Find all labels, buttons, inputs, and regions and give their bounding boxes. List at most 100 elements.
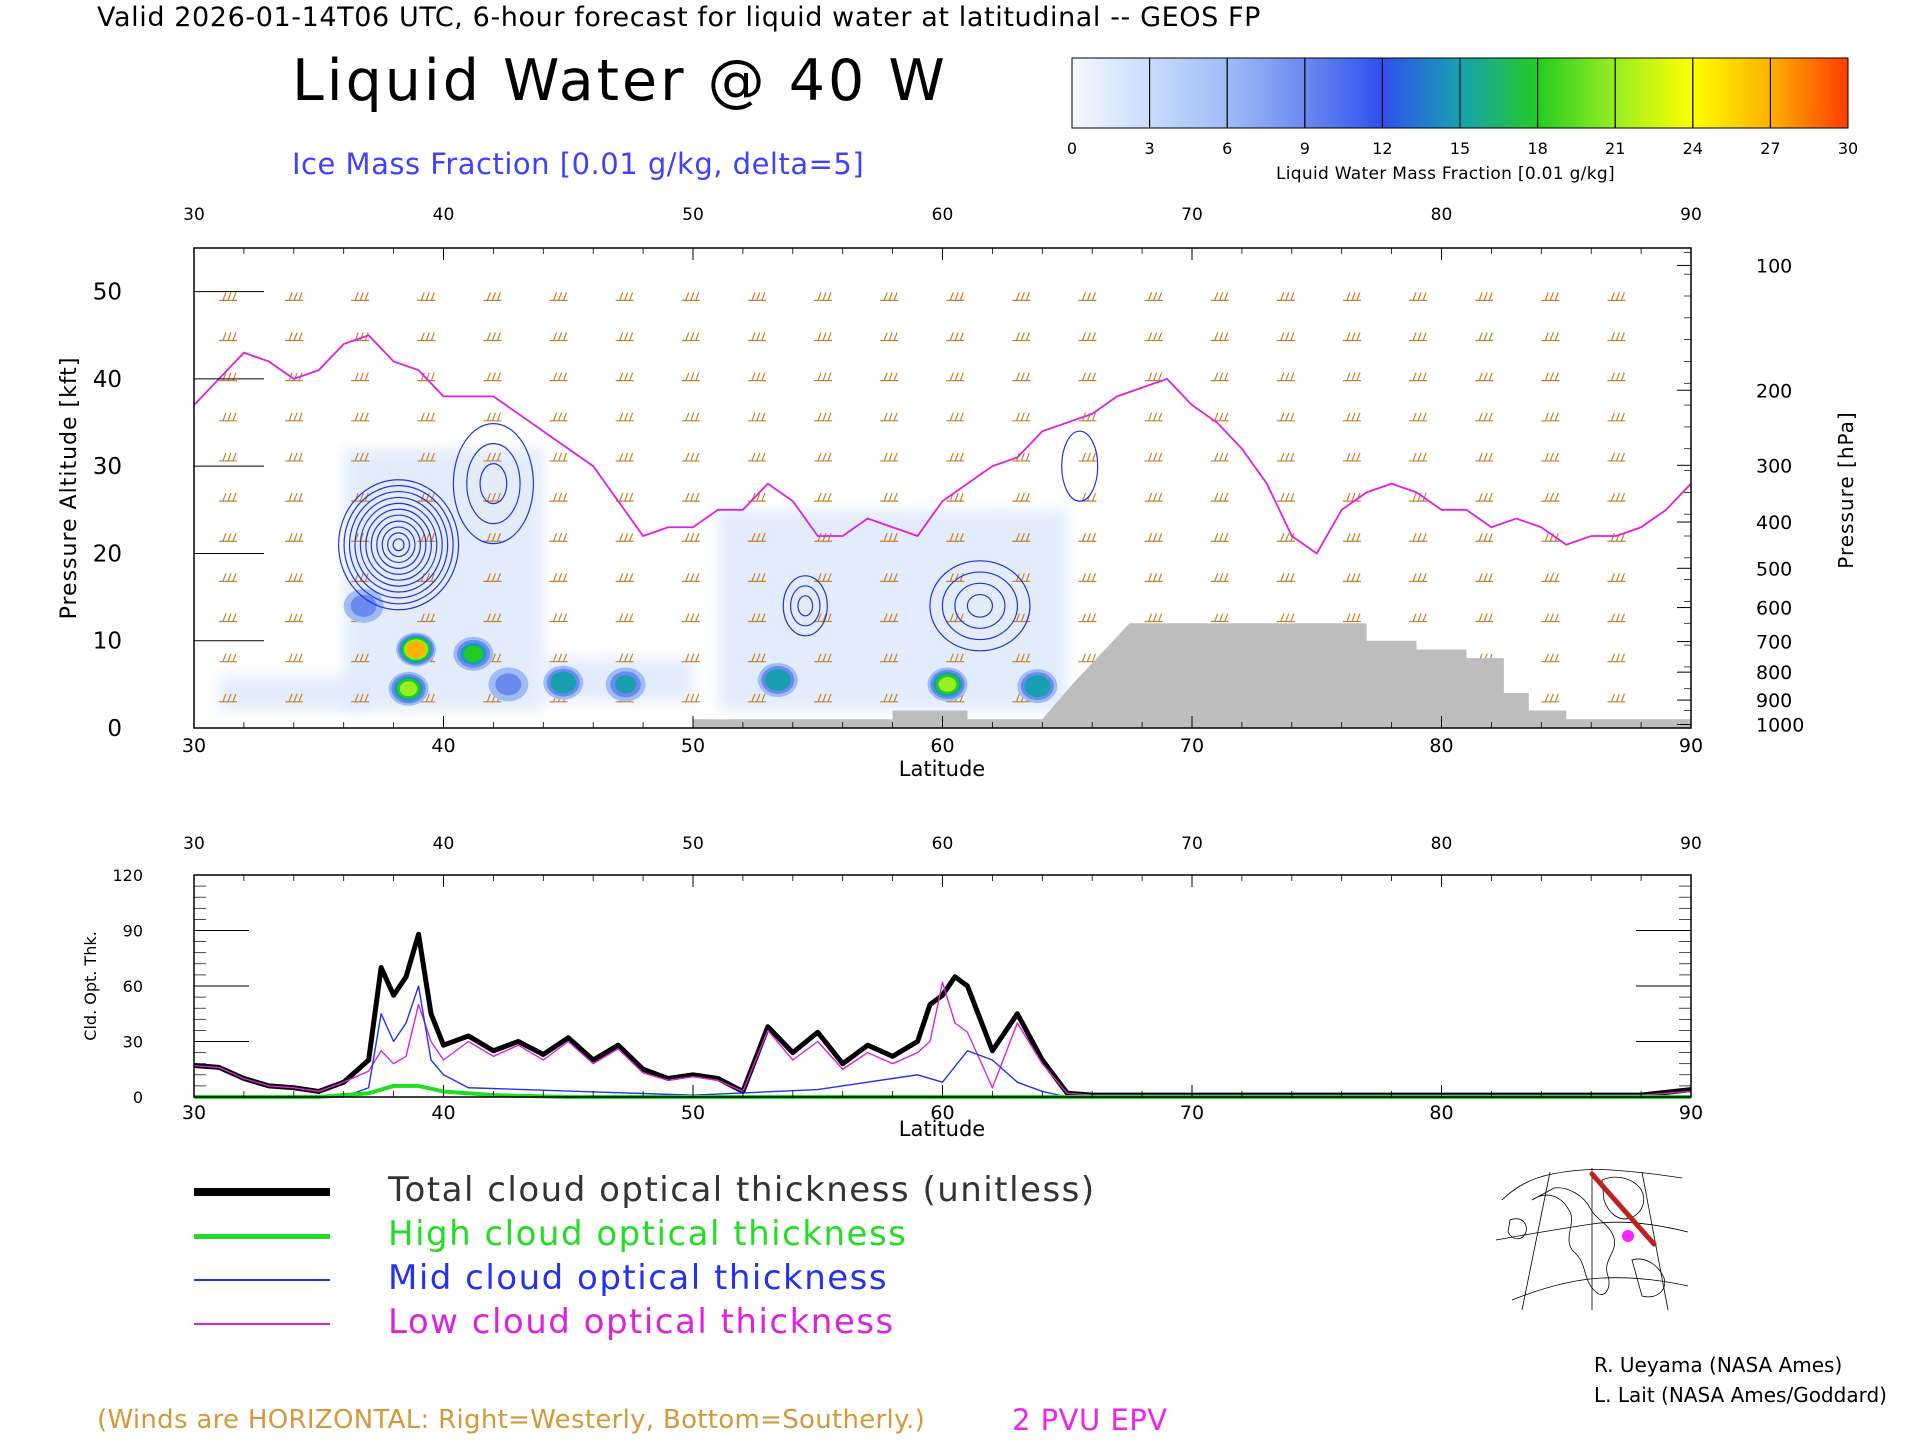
wind-barb	[880, 492, 899, 502]
map-coastline	[1507, 1218, 1527, 1240]
y-axis-label: Pressure Altitude [kft]	[57, 357, 82, 620]
liquid-water-blob	[553, 674, 573, 691]
wind-barb	[814, 332, 833, 342]
x-tick-label-top: 80	[1431, 205, 1453, 225]
wind-barb	[747, 573, 766, 582]
wind-barb	[549, 452, 568, 462]
wind-barb	[218, 292, 237, 301]
wind-barb	[549, 372, 568, 382]
ice-contour	[466, 443, 521, 525]
wind-barb	[747, 613, 766, 623]
wind-barb	[1475, 492, 1494, 502]
map-coastline	[1531, 1187, 1616, 1295]
epv-2pvu-line	[194, 334, 1691, 555]
x-tick-label-top: 70	[1181, 205, 1203, 225]
wind-barb	[747, 533, 766, 542]
pressure-tick-label: 400	[1756, 512, 1792, 534]
y-axis-label: Cld. Opt. Thk.	[81, 931, 100, 1040]
ice-contour	[359, 502, 438, 587]
wind-barb	[483, 292, 502, 301]
wind-barb	[1078, 533, 1097, 542]
wind-barb	[1210, 573, 1229, 582]
wind-barb	[1144, 332, 1163, 342]
x-tick-label-top: 60	[932, 205, 954, 225]
wind-barb	[218, 452, 237, 462]
liquid-water-blob	[768, 672, 788, 688]
wind-barb	[681, 332, 700, 342]
x-tick-label: 60	[930, 735, 954, 757]
map-coastline	[1631, 1258, 1666, 1298]
wind-barb	[1409, 452, 1428, 462]
wind-barb	[285, 533, 304, 542]
legend-swatch	[194, 1323, 330, 1325]
ice-contour	[348, 490, 449, 599]
wind-barb	[1607, 412, 1626, 422]
wind-barb	[483, 492, 502, 502]
x-axis-label: Latitude	[899, 1117, 985, 1141]
credit-line: R. Ueyama (NASA Ames)	[1594, 1353, 1843, 1377]
cross-section-track	[1589, 1171, 1657, 1247]
wind-barb	[1012, 533, 1031, 542]
wind-barb	[1541, 653, 1560, 663]
wind-barb	[1607, 332, 1626, 342]
liquid-water-blob	[350, 594, 377, 617]
wind-barb	[1541, 292, 1560, 301]
wind-barb	[1342, 613, 1361, 623]
wind-barb	[417, 533, 436, 542]
wind-barb	[1144, 292, 1163, 301]
wind-barb	[1078, 452, 1097, 462]
locator-map	[1495, 1168, 1689, 1311]
liquid-water-blob	[463, 645, 483, 662]
x-tick-label-top: 40	[433, 834, 455, 854]
colorbar-tick-label: 24	[1683, 139, 1703, 158]
wind-barb	[747, 372, 766, 382]
x-tick-label: 80	[1429, 1102, 1453, 1124]
legend-swatch	[194, 1234, 330, 1239]
y-tick-label: 0	[107, 716, 122, 742]
wind-barb	[946, 573, 965, 582]
wind-barb	[814, 573, 833, 582]
wind-barb	[1144, 533, 1163, 542]
wind-barb	[1144, 372, 1163, 382]
x-tick-label: 70	[1180, 735, 1204, 757]
wind-barb	[615, 332, 634, 342]
map-graticule	[1641, 1171, 1669, 1311]
wind-barb	[615, 292, 634, 301]
wind-barb	[615, 492, 634, 502]
map-coastline	[1601, 1176, 1644, 1220]
wind-barb	[483, 372, 502, 382]
cross-section-chart: 3030404050506060707080809090010203040501…	[57, 205, 1858, 781]
wind-barb	[1409, 332, 1428, 342]
wind-barb	[1078, 492, 1097, 502]
wind-barb	[1607, 533, 1626, 542]
x-tick-label-top: 60	[932, 834, 954, 854]
wind-barb	[615, 412, 634, 422]
y-tick-label: 40	[93, 367, 122, 393]
wind-barb	[814, 292, 833, 301]
optical-thickness-chart: 30 30 40 40 50 50 60 60 70 70 80 80 90 90 0 30 60 90 120 L…	[81, 834, 1703, 1141]
wind-barb	[483, 452, 502, 462]
wind-barb	[747, 653, 766, 663]
colorbar-tick-label: 6	[1222, 139, 1232, 158]
wind-barb	[1012, 292, 1031, 301]
wind-barb	[285, 412, 304, 422]
wind-barb	[615, 613, 634, 623]
wind-barb	[681, 573, 700, 582]
wind-barb	[814, 372, 833, 382]
legend-swatch	[194, 1279, 330, 1281]
series-line	[194, 985, 1691, 1098]
liquid-water-blob	[399, 681, 418, 697]
wind-barb	[880, 292, 899, 301]
ice-contour	[392, 538, 405, 552]
wind-barb	[1144, 613, 1163, 623]
wind-barb	[615, 372, 634, 382]
wind-barb	[1607, 573, 1626, 582]
valid-time-line: Valid 2026-01-14T06 UTC, 6-hour forecast…	[97, 2, 1262, 33]
terrain-mask	[194, 623, 1691, 728]
wind-barb	[1210, 412, 1229, 422]
wind-barb	[549, 533, 568, 542]
credit-line: L. Lait (NASA Ames/Goddard)	[1594, 1383, 1887, 1407]
wind-barb	[814, 412, 833, 422]
wind-barb	[1409, 533, 1428, 542]
wind-barb	[880, 372, 899, 382]
